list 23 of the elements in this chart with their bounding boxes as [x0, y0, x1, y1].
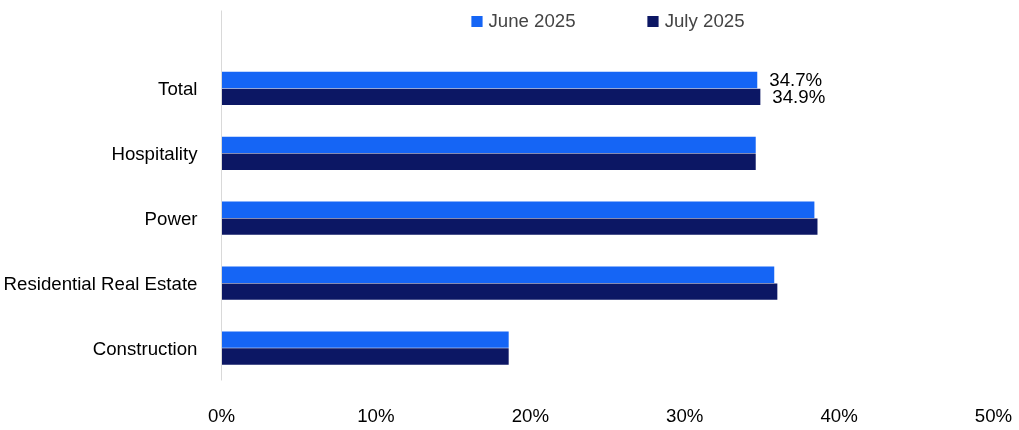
x-tick-label: 10%: [357, 404, 395, 426]
bar: [221, 348, 509, 365]
bar: [221, 136, 756, 154]
bar: [221, 71, 758, 89]
bar: [221, 88, 761, 106]
bar: [221, 266, 775, 283]
y-tick-label: Construction: [92, 337, 198, 359]
legend-label: June 2025: [488, 10, 576, 32]
bar: [221, 153, 756, 170]
y-tick-label: Total: [158, 77, 198, 99]
x-tick-label: 0%: [208, 404, 235, 426]
y-tick-label: Residential Real Estate: [3, 272, 198, 294]
bar: [221, 218, 818, 235]
x-tick-label: 50%: [974, 404, 1013, 426]
bar: [221, 283, 778, 300]
bar: [221, 331, 509, 348]
x-tick-label: 20%: [511, 404, 549, 426]
legend-label: July 2025: [664, 10, 745, 32]
y-tick-label: Hospitality: [111, 142, 199, 164]
x-tick-label: 30%: [666, 404, 704, 426]
bar: [221, 201, 815, 218]
y-tick-label: Power: [144, 207, 198, 229]
x-tick-label: 40%: [820, 404, 858, 426]
